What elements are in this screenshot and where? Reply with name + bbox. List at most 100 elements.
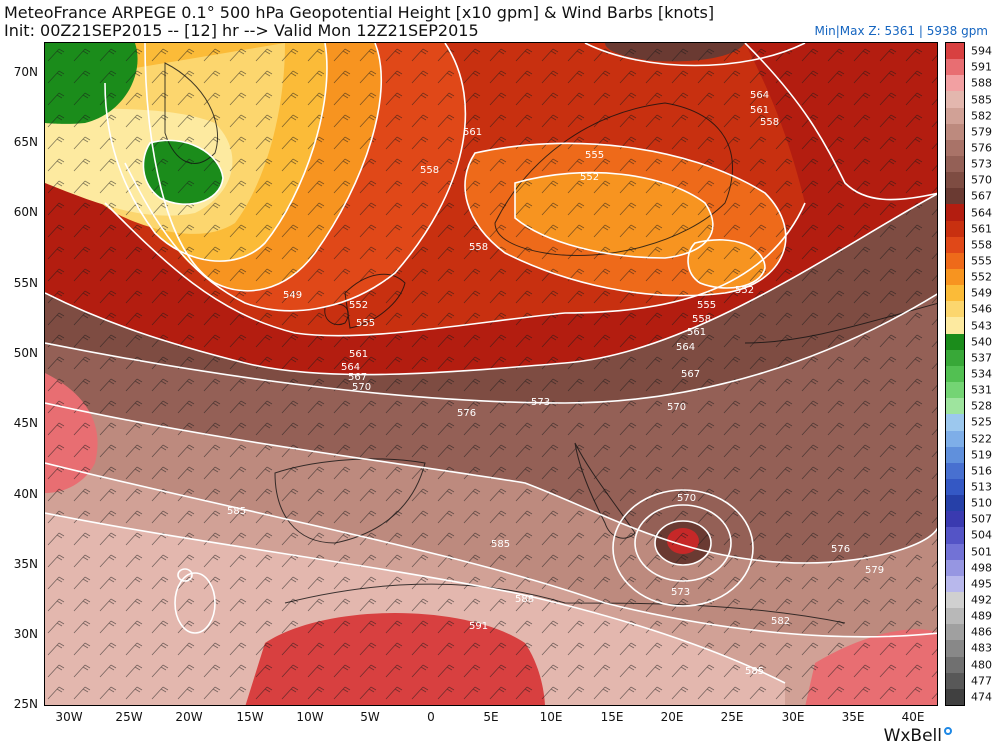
legend-swatch	[946, 269, 964, 286]
legend-label: 528	[971, 399, 992, 413]
legend-swatch	[946, 559, 964, 577]
legend-label: 567	[971, 189, 992, 203]
legend-swatch	[946, 462, 964, 480]
legend-swatch	[946, 382, 964, 399]
legend-label: 564	[971, 206, 992, 220]
legend-swatch	[946, 430, 964, 448]
legend-swatch	[946, 672, 964, 690]
contour-label: 555	[697, 300, 716, 311]
legend-swatch	[946, 349, 964, 367]
legend-swatch	[946, 301, 964, 318]
legend-label: 555	[971, 254, 992, 268]
map-canvas: 564 561 558 561 555 558 552 558 552 555 …	[45, 43, 937, 705]
lon-label: 20E	[660, 710, 684, 724]
contour-label: 570	[677, 493, 696, 504]
lon-label: 10E	[539, 710, 563, 724]
legend-swatch	[946, 414, 964, 431]
lat-label: 45N	[13, 416, 38, 430]
lat-label: 35N	[13, 557, 38, 571]
legend-swatch	[946, 398, 964, 415]
lon-label: 30W	[55, 710, 83, 724]
legend-label: 504	[971, 528, 992, 542]
legend-label: 570	[971, 173, 992, 187]
contour-label: 561	[687, 327, 706, 338]
contour-label: 561	[750, 105, 769, 116]
contour-label: 552	[349, 300, 368, 311]
contour-label: 588	[515, 594, 534, 605]
contour-label: 552	[580, 172, 599, 183]
contour-label: 570	[352, 382, 371, 393]
legend-label: 507	[971, 512, 992, 526]
contour-label: 582	[771, 616, 790, 627]
legend-swatch	[946, 91, 964, 109]
legend-label: 585	[971, 93, 992, 106]
legend-swatch	[946, 495, 964, 512]
legend-label: 552	[971, 270, 992, 284]
contour-label: 579	[865, 565, 884, 576]
contour-label: 591	[469, 621, 488, 632]
lon-label: 25E	[720, 710, 744, 724]
legend-swatch	[946, 527, 964, 545]
contour-label: 555	[585, 150, 604, 161]
legend-label: 510	[971, 496, 992, 510]
legend-label: 576	[971, 141, 992, 155]
lat-label: 30N	[13, 627, 38, 641]
min-max-readout: Min|Max Z: 5361 | 5938 gpm	[814, 24, 988, 38]
legend-swatch	[946, 220, 964, 238]
legend-swatch	[946, 608, 964, 625]
legend-label: 594	[971, 44, 992, 58]
contour-label: 576	[831, 544, 850, 555]
legend-label: 495	[971, 577, 992, 591]
contour-label: 549	[283, 290, 302, 301]
contour-label: 573	[531, 397, 550, 408]
legend-swatch	[946, 478, 964, 496]
legend-label: 480	[971, 658, 992, 672]
legend-label: 531	[971, 383, 992, 397]
legend-label: 489	[971, 609, 992, 623]
contour-label: 564	[341, 362, 360, 373]
legend-label: 579	[971, 125, 992, 139]
legend-swatch	[946, 43, 964, 60]
legend-swatch	[946, 107, 964, 125]
legend-swatch	[946, 75, 964, 92]
legend-label: 540	[971, 335, 992, 349]
lon-label: 35E	[841, 710, 865, 724]
lon-label: 20W	[175, 710, 203, 724]
legend-label: 588	[971, 76, 992, 90]
legend-label: 591	[971, 60, 992, 74]
legend-swatch	[946, 543, 964, 561]
legend-swatch	[946, 656, 964, 674]
lat-label: 40N	[13, 487, 38, 501]
contour-label: 558	[469, 242, 488, 253]
contour-label: 585	[491, 539, 510, 550]
legend-label: 492	[971, 593, 992, 607]
legend-label: 543	[971, 319, 992, 333]
lat-label: 55N	[13, 276, 38, 290]
contour-label: 561	[349, 349, 368, 360]
legend-swatch	[946, 688, 964, 706]
contour-label: 573	[671, 587, 690, 598]
legend-label: 573	[971, 157, 992, 171]
legend-swatch	[946, 640, 964, 658]
lon-label: 10W	[296, 710, 324, 724]
brand-logo: WxBell	[883, 726, 942, 746]
lon-label: 40E	[901, 710, 925, 724]
lat-label: 60N	[13, 205, 38, 219]
lat-label: 50N	[13, 346, 38, 360]
contour-label: 585	[227, 506, 246, 517]
lat-label: 65N	[13, 135, 38, 149]
legend-swatch	[946, 511, 964, 528]
lon-label: 30E	[781, 710, 805, 724]
legend-swatch	[946, 624, 964, 641]
lon-label: 5E	[483, 710, 499, 724]
geopotential-map[interactable]: 564 561 558 561 555 558 552 558 552 555 …	[44, 42, 938, 706]
legend-swatch	[946, 204, 964, 222]
legend-swatch	[946, 591, 964, 609]
legend-swatch	[946, 333, 964, 351]
legend-swatch	[946, 252, 964, 270]
contour-label: 585	[745, 666, 764, 677]
legend-swatch	[946, 285, 964, 302]
legend-label: 501	[971, 545, 992, 559]
init-valid-time: Init: 00Z21SEP2015 -- [12] hr --> Valid …	[4, 21, 479, 40]
legend-label: 486	[971, 625, 992, 639]
